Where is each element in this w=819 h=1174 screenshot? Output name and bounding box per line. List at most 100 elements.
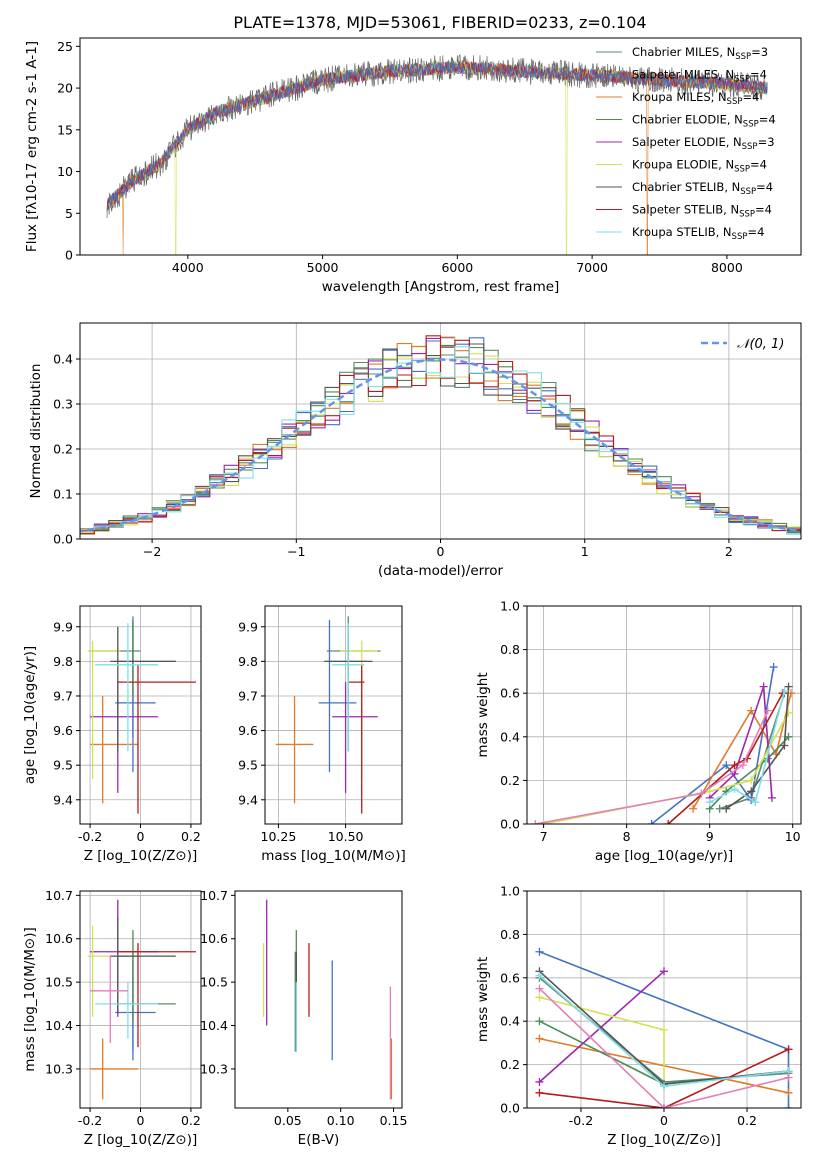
weight-marker [539,820,548,824]
weight-marker [730,761,739,770]
weight-marker [784,682,793,691]
y-tick-label: 15 [57,122,73,137]
y-tick-label: 9.5 [53,758,73,773]
errorbar-point-7 [117,664,196,814]
errorbar-point-2 [90,1038,138,1100]
x-axis-label: Z [log_10(Z/Z⊙)] [84,1132,197,1148]
weight-marker [535,971,544,980]
weight-marker [660,1082,668,1091]
errorbar-point-7 [117,943,196,1048]
x-axis-label: E(B-V) [298,1132,340,1148]
x-tick-label: 0.2 [181,829,201,844]
y-tick-label: 9.9 [238,619,258,634]
y-tick-label: 9.4 [53,792,73,807]
weight-marker [535,947,544,956]
x-tick-label: 10.25 [261,829,297,844]
y-tick-label: 25 [57,39,73,54]
y-tick-label: 10.3 [200,1061,228,1076]
legend-subscript: SSP [727,97,743,107]
errorbar-point-8 [95,623,159,752]
y-tick-label: 0.4 [500,729,520,744]
weight-marker [689,804,698,813]
y-tick-label: 1.0 [500,599,520,614]
x-tick-label: 8000 [711,260,743,275]
errorbar-point-8 [332,623,365,752]
weight-marker [535,1077,544,1086]
weight-marker [535,1088,544,1097]
axes-mass-weight-vs-age: 7 8 9 10 0.0 0.2 0.4 0.6 0.8 1.0 age [log_10(age/y… [475,599,802,864]
legend-subscript: SSP [734,165,750,175]
y-tick-label: 9.8 [53,654,73,669]
legend-label-0: Chabrier MILES, NSSP=3 [632,45,768,62]
legend-value: =4 [750,68,767,82]
weight-line-6 [725,686,790,810]
legend-value: =4 [747,225,764,239]
y-tick-label: 9.9 [53,619,73,634]
axes-frame [234,890,403,1109]
legend-subscript: SSP [734,75,750,85]
weight-marker [780,741,789,750]
y-tick-label: 0.3 [53,397,73,412]
weight-marker [767,793,776,802]
x-tick-label: 5000 [307,260,339,275]
x-tick-label: 4000 [172,260,204,275]
spectrum-legend: Chabrier MILES, NSSP=3 Salpeter MILES, NS… [596,45,776,242]
legend-value: =4 [750,158,767,172]
weight-marker [780,687,789,696]
frame-group: 0.05 0.10 0.15 10.3 10.4 10.5 10.6 10.7 E(B-V) [200,888,407,1148]
weight-marker [747,706,756,715]
y-axis-label: mass [log_10(M/M⊙)] [22,927,38,1072]
plot-area [262,899,393,1100]
legend-label-4: Salpeter ELODIE, NSSP=3 [632,135,775,152]
errorbar-point-0 [326,616,381,738]
x-tick-label: 2 [725,544,733,559]
weight-marker [730,785,739,794]
x-axis-label: age [log_10(age/yr)] [595,848,733,864]
x-tick-label: -0.2 [78,1113,102,1128]
x-tick-label: 0 [137,1113,145,1128]
frame-group: -0.2 0 0.2 0.0 0.2 0.4 0.6 0.8 1.0 Z [log_10(Z/Z⊙… [475,884,802,1148]
x-tick-label: 0.10 [327,1113,355,1128]
x-axis-label: mass [log_10(M/M⊙)] [261,848,406,864]
frame-group: -0.2 0 0.2 9.4 9.5 9.6 9.7 9.8 9.9 Z [log_10(Z/Z⊙… [22,605,202,864]
y-tick-label: 0.0 [500,1101,520,1116]
errorbar-point-4 [90,682,159,793]
y-tick-label: 0.2 [500,773,520,788]
weight-marker [763,706,772,715]
weight-marker [747,787,756,796]
errorbar-point-3 [115,623,176,696]
x-tick-label: 0.2 [181,1113,201,1128]
errorbar-point-1 [115,960,156,1061]
y-tick-label: 9.6 [53,723,73,738]
weight-line-2 [692,693,792,810]
y-tick-label: 1.0 [500,884,520,899]
weight-line-1 [651,666,775,824]
legend-label-7: Salpeter STELIB, NSSP=4 [632,203,772,220]
errorbar-point-4 [90,899,159,1017]
y-tick-label: 9.7 [238,688,258,703]
y-axis-label: age [log_10(age/yr)] [22,646,38,784]
legend-subscript: SSP [732,232,748,242]
plot-area [87,899,196,1100]
plot-area [535,947,793,1108]
frame-group: 7 8 9 10 0.0 0.2 0.4 0.6 0.8 1.0 age [log_10(age/y… [475,599,802,864]
y-axis-label: Flux [fλ10-17 erg cm-2 s-1 A-1] [24,41,40,252]
y-tick-label: 0.4 [500,1014,520,1029]
x-tick-label: 0.15 [380,1113,408,1128]
weight-marker [660,1104,668,1108]
axes-age-vs-Z: -0.2 0 0.2 9.4 9.5 9.6 9.7 9.8 9.9 Z [log_10(Z/Z⊙… [22,605,202,864]
weight-marker [751,798,760,807]
y-tick-label: 10.5 [45,975,73,990]
y-tick-label: 0.8 [500,927,520,942]
legend-subscript: SSP [735,52,751,62]
legend-subscript: SSP [740,187,756,197]
y-tick-label: 9.8 [238,654,258,669]
weight-marker [697,789,706,798]
axes-mass-vs-EBV: 0.05 0.10 0.15 10.3 10.4 10.5 10.6 10.7 E(B-V) [200,888,407,1148]
x-tick-label: 0.2 [737,1113,757,1128]
axes-frame [526,605,802,825]
x-tick-label: -0.2 [78,829,102,844]
weight-marker [531,820,540,824]
legend-label-2: Kroupa MILES, NSSP=4 [632,90,759,107]
legend-subscript: SSP [743,120,759,130]
